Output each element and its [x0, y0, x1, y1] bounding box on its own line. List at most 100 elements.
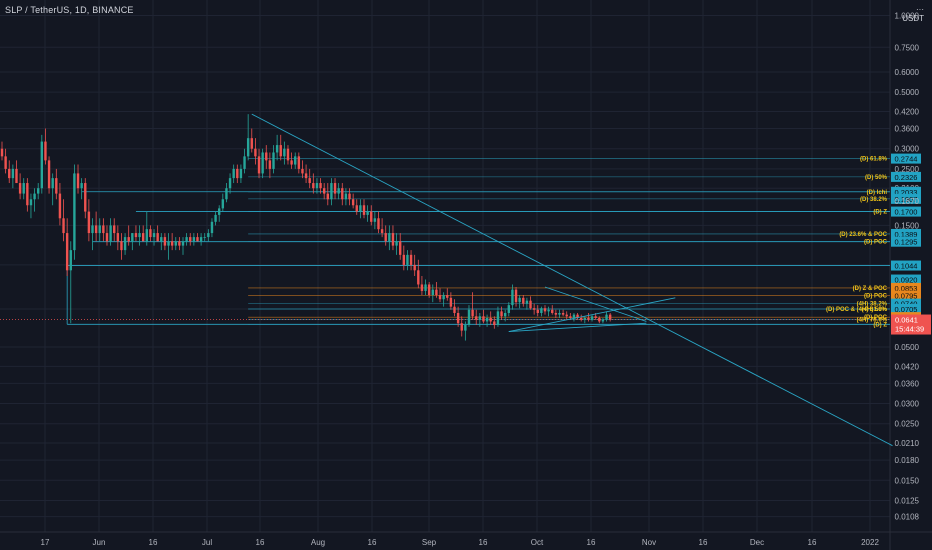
candle-body: [351, 199, 355, 206]
candle-body: [540, 308, 543, 313]
level-label: (4H) 50%: [862, 307, 888, 313]
price-tag-value: 0.0705: [895, 305, 918, 314]
candle-body: [174, 241, 177, 246]
candle-body: [91, 225, 94, 234]
level-label: (D) Ichi: [867, 190, 888, 196]
time-tick-label: 16: [699, 538, 708, 547]
candle-body: [442, 295, 445, 300]
candle-body: [26, 183, 29, 206]
candle-body: [326, 193, 329, 200]
price-tick-label: 0.0210: [895, 439, 920, 448]
candle-body: [565, 314, 568, 317]
price-tag-value: 0.2326: [895, 173, 918, 182]
overlapped-tick-text: 0.1870: [895, 197, 920, 206]
candle-body: [203, 237, 206, 238]
candle-body: [123, 237, 127, 251]
candle-body: [113, 225, 116, 234]
candle-body: [366, 211, 369, 215]
candle-body: [156, 233, 159, 242]
candle-body: [214, 214, 217, 222]
candle-body: [236, 168, 239, 179]
candle-body: [250, 138, 253, 149]
price-tag[interactable]: [891, 153, 921, 164]
time-tick-label: 16: [808, 538, 817, 547]
price-tick-label: 0.0500: [895, 343, 920, 352]
candle-body: [522, 297, 525, 304]
time-tick-label: Sep: [422, 538, 437, 547]
price-tag[interactable]: [891, 260, 921, 271]
price-tag[interactable]: [891, 171, 921, 182]
candle-body: [608, 314, 612, 320]
candle-body: [460, 323, 463, 331]
candle-body: [58, 193, 62, 219]
candle-body: [29, 199, 33, 206]
candle-body: [482, 316, 485, 322]
candle-body: [507, 305, 510, 313]
candle-body: [587, 317, 590, 320]
price-tag-value: 0.1389: [895, 230, 918, 239]
last-price-tag[interactable]: [891, 314, 931, 335]
candle-body: [438, 295, 442, 300]
candle-body: [279, 145, 282, 157]
candle-body: [4, 156, 7, 169]
candle-body: [583, 317, 587, 320]
price-tag[interactable]: [891, 303, 921, 314]
price-tag[interactable]: [891, 236, 921, 247]
candle-body: [254, 148, 257, 157]
candle-body: [402, 254, 406, 265]
candle-body: [199, 237, 203, 242]
candle-body: [561, 312, 565, 315]
level-label: (D) 23.6% & POC: [839, 232, 887, 238]
candle-body: [18, 183, 22, 194]
candle-body: [446, 295, 449, 298]
price-tag[interactable]: [891, 290, 921, 301]
candle-body: [435, 289, 438, 296]
time-tick-label: 16: [479, 538, 488, 547]
candle-body: [594, 316, 597, 318]
price-tag[interactable]: [891, 298, 921, 309]
candle-body: [456, 312, 460, 324]
price-tick-label: 1.0000: [895, 11, 920, 20]
currency-label[interactable]: ··· USDT: [902, 5, 924, 23]
level-label: (D) Z: [873, 322, 887, 328]
candle-body: [141, 233, 145, 242]
candle-body: [294, 156, 297, 165]
price-tag[interactable]: [891, 274, 921, 285]
candle-body: [388, 233, 391, 242]
candle-body: [185, 237, 188, 242]
time-tick-label: 16: [368, 538, 377, 547]
candle-body: [590, 316, 594, 320]
time-tick-label: Dec: [750, 538, 764, 547]
candle-body: [55, 178, 58, 194]
level-label: (D) POC: [864, 294, 888, 300]
candle-body: [0, 148, 4, 157]
candle-body: [196, 237, 199, 242]
candle-body: [257, 156, 261, 174]
candle-body: [239, 168, 243, 179]
candle-body: [341, 188, 344, 200]
candle-body: [370, 211, 373, 222]
price-tag[interactable]: [891, 186, 921, 197]
price-tag[interactable]: [891, 193, 921, 204]
candle-body: [337, 188, 340, 194]
price-tag[interactable]: [891, 282, 921, 293]
price-tag[interactable]: [891, 228, 921, 239]
currency-menu-icon[interactable]: ···: [916, 5, 924, 14]
candle-body: [138, 233, 141, 238]
candle-body: [554, 312, 558, 315]
level-label: (D) Z & POC: [853, 286, 888, 292]
candle-body: [80, 183, 83, 189]
candle-body: [315, 183, 319, 189]
candle-body: [127, 237, 130, 242]
candle-body: [475, 316, 478, 320]
candle-body: [478, 316, 482, 320]
price-tick-label: 0.0125: [895, 496, 920, 505]
price-tick-label: 0.7500: [895, 43, 920, 52]
candle-body: [330, 183, 333, 200]
candle-body: [167, 241, 170, 246]
candle-body: [362, 205, 366, 215]
price-tag[interactable]: [891, 206, 921, 217]
candle-body: [525, 300, 529, 304]
candle-body: [152, 233, 156, 238]
